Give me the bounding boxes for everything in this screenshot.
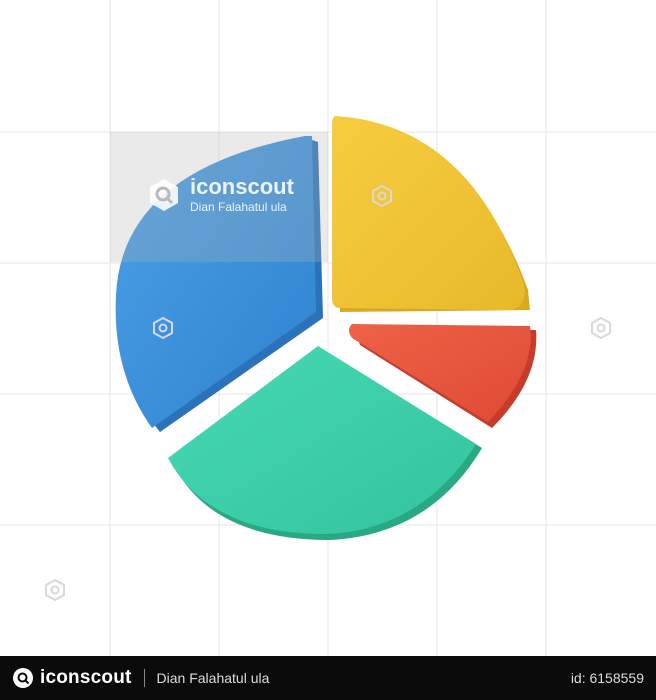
yellow-slice (332, 116, 530, 312)
footer-divider (143, 669, 145, 687)
background-grid (0, 0, 656, 656)
watermark-panel (110, 132, 328, 262)
footer-asset-id: id: 6158559 (570, 670, 644, 686)
footer-brand: iconscout (40, 667, 132, 688)
watermark: iconscout Dian Falahatul ula (146, 176, 294, 214)
footer-logo[interactable]: iconscout (12, 667, 132, 689)
footer-author[interactable]: Dian Falahatul ula (156, 670, 270, 686)
watermark-brand: iconscout (190, 174, 294, 199)
icon-canvas (0, 0, 656, 656)
iconscout-logo-icon (150, 179, 178, 211)
footer-bar: iconscout Dian Falahatul ula id: 6158559 (0, 656, 656, 700)
pie-chart-3d-icon (115, 116, 537, 540)
teal-slice (168, 346, 482, 540)
watermark-badge-icon (45, 184, 611, 602)
red-slice (349, 324, 537, 428)
iconscout-logo-icon (13, 668, 33, 688)
watermark-author: Dian Falahatul ula (190, 200, 287, 214)
